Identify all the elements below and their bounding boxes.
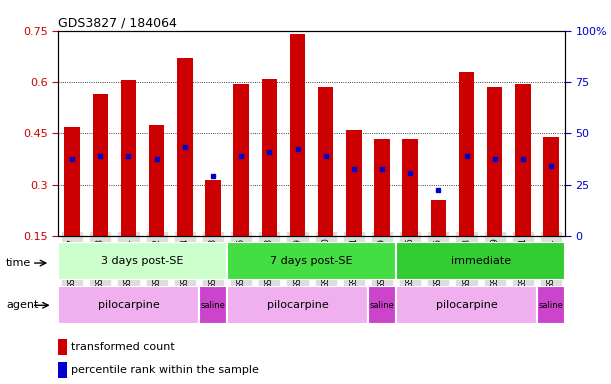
Text: agent: agent xyxy=(6,300,38,310)
Bar xyxy=(487,87,502,236)
Bar xyxy=(58,286,199,324)
Bar xyxy=(58,242,227,280)
Text: 3 days post-SE: 3 days post-SE xyxy=(101,256,184,266)
Text: pilocarpine: pilocarpine xyxy=(266,300,328,310)
Text: GDS3827 / 184064: GDS3827 / 184064 xyxy=(58,17,177,30)
Bar xyxy=(515,84,531,236)
Bar xyxy=(375,139,390,236)
Text: saline: saline xyxy=(200,301,225,310)
Bar xyxy=(233,84,249,236)
Bar xyxy=(58,339,67,355)
Bar xyxy=(403,139,418,236)
Bar xyxy=(177,58,192,236)
Bar xyxy=(227,242,396,280)
Bar xyxy=(290,34,306,236)
Bar xyxy=(64,127,80,236)
Bar xyxy=(149,125,164,236)
Text: percentile rank within the sample: percentile rank within the sample xyxy=(71,365,259,375)
Bar xyxy=(199,286,227,324)
Text: pilocarpine: pilocarpine xyxy=(436,300,497,310)
Bar xyxy=(459,72,474,236)
Text: saline: saline xyxy=(539,301,563,310)
Text: saline: saline xyxy=(370,301,395,310)
Bar xyxy=(121,80,136,236)
Bar xyxy=(318,87,334,236)
Text: pilocarpine: pilocarpine xyxy=(98,300,159,310)
Bar xyxy=(396,286,537,324)
Bar xyxy=(368,286,396,324)
Bar xyxy=(58,362,67,378)
Text: transformed count: transformed count xyxy=(71,342,175,352)
Text: time: time xyxy=(6,258,31,268)
Bar xyxy=(92,94,108,236)
Bar xyxy=(431,200,446,236)
Bar xyxy=(205,180,221,236)
Bar xyxy=(537,286,565,324)
Text: 7 days post-SE: 7 days post-SE xyxy=(270,256,353,266)
Text: immediate: immediate xyxy=(450,256,511,266)
Bar xyxy=(227,286,368,324)
Bar xyxy=(396,242,565,280)
Bar xyxy=(262,79,277,236)
Bar xyxy=(346,130,362,236)
Bar xyxy=(543,137,559,236)
